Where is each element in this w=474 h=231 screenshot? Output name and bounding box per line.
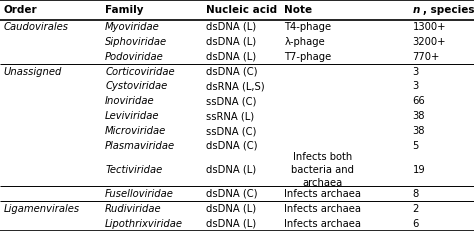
Text: 3200+: 3200+ xyxy=(412,37,446,47)
Text: T4-phage: T4-phage xyxy=(284,22,331,32)
Text: ssDNA (C): ssDNA (C) xyxy=(206,126,256,136)
Text: Lipothrixviridae: Lipothrixviridae xyxy=(105,219,183,228)
Text: 8: 8 xyxy=(412,189,419,199)
Text: , species: , species xyxy=(423,5,474,15)
Text: 1300+: 1300+ xyxy=(412,22,446,32)
Text: Siphoviridae: Siphoviridae xyxy=(105,37,167,47)
Text: dsDNA (L): dsDNA (L) xyxy=(206,22,256,32)
Text: 38: 38 xyxy=(412,126,425,136)
Text: dsDNA (L): dsDNA (L) xyxy=(206,52,256,62)
Text: ssRNA (L): ssRNA (L) xyxy=(206,111,255,121)
Text: Infects archaea: Infects archaea xyxy=(284,219,361,228)
Text: λ-phage: λ-phage xyxy=(284,37,325,47)
Text: 66: 66 xyxy=(412,96,425,106)
Text: n: n xyxy=(412,5,420,15)
Text: 38: 38 xyxy=(412,111,425,121)
Text: T7-phage: T7-phage xyxy=(284,52,332,62)
Text: 3: 3 xyxy=(412,82,419,91)
Text: 3: 3 xyxy=(412,67,419,77)
Text: Inoviridae: Inoviridae xyxy=(105,96,155,106)
Text: dsRNA (L,S): dsRNA (L,S) xyxy=(206,82,265,91)
Text: Note: Note xyxy=(284,5,312,15)
Text: dsDNA (C): dsDNA (C) xyxy=(206,141,258,151)
Text: Microviridae: Microviridae xyxy=(105,126,166,136)
Text: 770+: 770+ xyxy=(412,52,440,62)
Text: Infects archaea: Infects archaea xyxy=(284,189,361,199)
Text: 6: 6 xyxy=(412,219,419,228)
Text: Ligamenvirales: Ligamenvirales xyxy=(4,204,80,214)
Text: dsDNA (L): dsDNA (L) xyxy=(206,204,256,214)
Text: ssDNA (C): ssDNA (C) xyxy=(206,96,256,106)
Text: 5: 5 xyxy=(412,141,419,151)
Text: dsDNA (C): dsDNA (C) xyxy=(206,67,258,77)
Text: Myoviridae: Myoviridae xyxy=(105,22,160,32)
Text: Tectiviridae: Tectiviridae xyxy=(105,165,163,175)
Text: Fuselloviridae: Fuselloviridae xyxy=(105,189,174,199)
Text: dsDNA (C): dsDNA (C) xyxy=(206,189,258,199)
Text: dsDNA (L): dsDNA (L) xyxy=(206,219,256,228)
Text: Corticoviridae: Corticoviridae xyxy=(105,67,175,77)
Text: Nucleic acid: Nucleic acid xyxy=(206,5,277,15)
Text: Order: Order xyxy=(4,5,37,15)
Text: Cystoviridae: Cystoviridae xyxy=(105,82,167,91)
Text: dsDNA (L): dsDNA (L) xyxy=(206,165,256,175)
Text: Leviviridae: Leviviridae xyxy=(105,111,160,121)
Text: Infects archaea: Infects archaea xyxy=(284,204,361,214)
Text: Rudiviridae: Rudiviridae xyxy=(105,204,162,214)
Text: 19: 19 xyxy=(412,165,425,175)
Text: dsDNA (L): dsDNA (L) xyxy=(206,37,256,47)
Text: Infects both
bacteria and
archaea: Infects both bacteria and archaea xyxy=(291,152,354,188)
Text: Plasmaviridae: Plasmaviridae xyxy=(105,141,175,151)
Text: Unassigned: Unassigned xyxy=(4,67,62,77)
Text: 2: 2 xyxy=(412,204,419,214)
Text: Caudovirales: Caudovirales xyxy=(4,22,69,32)
Text: Family: Family xyxy=(105,5,144,15)
Text: Podoviridae: Podoviridae xyxy=(105,52,164,62)
